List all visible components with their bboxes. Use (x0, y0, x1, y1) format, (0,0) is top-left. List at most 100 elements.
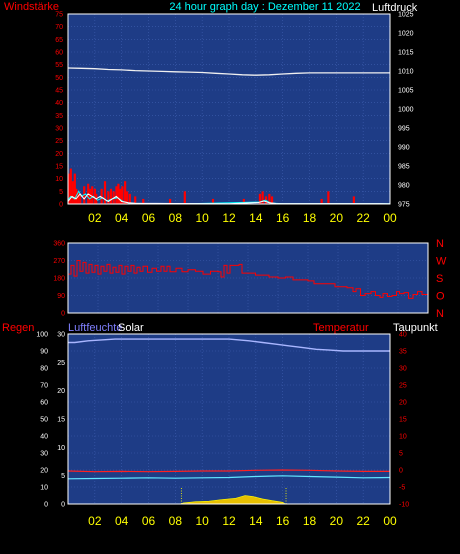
gust-bar (327, 191, 330, 204)
solar-y-tick: 5 (61, 473, 65, 480)
gust-bar (73, 173, 76, 204)
wind-x-tick: 02 (88, 211, 102, 225)
wind-y-tick: 65 (55, 37, 63, 44)
direction-y-tick: 90 (57, 293, 65, 300)
climate-x-tick: 10 (195, 514, 209, 528)
wind-y-tick: 75 (55, 12, 63, 19)
pressure-y-tick: 1005 (398, 88, 414, 95)
climate-x-tick: 22 (356, 514, 370, 528)
gust-bar (71, 181, 74, 204)
climate-x-tick: 16 (276, 514, 290, 528)
temperature-axis-title: Temperatur (313, 322, 369, 334)
compass-label: S (436, 273, 443, 285)
gust-bar (68, 173, 71, 204)
rain-y-tick: 80 (40, 366, 48, 373)
solar-y-tick: 0 (61, 502, 65, 509)
temperature-line (67, 469, 390, 473)
gust-bar (211, 198, 215, 204)
gust-bar (126, 191, 129, 204)
wind-x-tick: 20 (330, 211, 344, 225)
gust-bar (103, 181, 107, 204)
temperature-y-tick: 0 (399, 468, 403, 475)
gust-bar (352, 196, 355, 204)
wind-x-tick: 16 (276, 211, 290, 225)
solar-y-tick: 15 (57, 417, 65, 424)
gust-bar (119, 188, 122, 204)
solar-y-tick: 25 (57, 360, 65, 367)
gust-bar (242, 198, 245, 204)
climate-x-tick: 00 (383, 514, 397, 528)
compass-label: O (436, 291, 445, 303)
wind-x-tick: 22 (356, 211, 370, 225)
wind-x-tick: 10 (195, 211, 209, 225)
gust-bar (89, 188, 92, 204)
direction-y-tick: 0 (61, 311, 65, 318)
wind-border (67, 13, 391, 205)
wind-y-tick: 45 (55, 88, 63, 95)
rain-y-tick: 30 (40, 451, 48, 458)
wind-y-tick: 25 (55, 138, 63, 145)
gust-bar (270, 196, 274, 204)
wind-x-tick: 12 (222, 211, 236, 225)
wind-y-tick: 0 (59, 202, 63, 209)
gust-bar (91, 186, 94, 204)
climate-x-tick: 06 (142, 514, 156, 528)
gust-bar (77, 191, 80, 204)
rain-y-tick: 50 (40, 417, 48, 424)
gust-bar (183, 191, 186, 204)
temperature-y-tick: -5 (399, 485, 405, 492)
rain-y-tick: 90 (40, 349, 48, 356)
wind-y-tick: 30 (55, 126, 63, 133)
gust-bar (109, 188, 113, 204)
pressure-y-tick: 1020 (398, 31, 414, 38)
temperature-y-tick: 30 (399, 366, 407, 373)
wind-y-tick: 50 (55, 75, 63, 82)
wind-x-tick: 06 (142, 211, 156, 225)
wind-average-line (67, 193, 391, 205)
humidity-line (68, 338, 390, 352)
wind-x-tick: 04 (115, 211, 129, 225)
gust-bar (117, 183, 120, 204)
wind-y-tick: 20 (55, 151, 63, 158)
solar-y-tick: 30 (57, 332, 65, 339)
temperature-y-tick: 40 (399, 332, 407, 339)
gust-bar (128, 193, 131, 204)
temperature-y-tick: 20 (399, 400, 407, 407)
humidity-axis-title: Luftfeuchte (68, 322, 122, 334)
wind-plot-area (68, 14, 390, 204)
pressure-y-tick: 995 (398, 126, 410, 133)
gust-bar (261, 191, 264, 204)
temperature-y-tick: 35 (399, 349, 407, 356)
pressure-y-tick: 975 (398, 202, 410, 209)
wind-pressure-panel: 0510152025303540455055606570759759809859… (55, 12, 413, 226)
compass-label: N (436, 238, 444, 250)
gust-bar (107, 191, 110, 204)
direction-y-tick: 270 (53, 258, 65, 265)
wind-y-tick: 40 (55, 100, 63, 107)
pressure-line (67, 67, 390, 76)
temperature-y-tick: 15 (399, 417, 407, 424)
direction-y-tick: 360 (53, 241, 65, 248)
wind-y-tick: 55 (55, 62, 63, 69)
pressure-y-tick: 1000 (398, 107, 414, 114)
compass-label: N (436, 308, 444, 320)
wind-y-tick: 5 (59, 189, 63, 196)
chart-title: 24 hour graph day : Dezember 11 2022 (169, 1, 360, 13)
rain-y-tick: 70 (40, 383, 48, 390)
wind-y-tick: 15 (55, 164, 63, 171)
gust-bar (142, 198, 145, 204)
climate-x-tick: 12 (222, 514, 236, 528)
wind-y-tick: 10 (55, 176, 63, 183)
temperature-y-tick: -10 (399, 502, 409, 509)
gust-bar (93, 188, 97, 204)
gust-bar (115, 186, 118, 204)
temperature-y-tick: 10 (399, 434, 407, 441)
pressure-y-tick: 985 (398, 164, 410, 171)
wind-x-tick: 18 (303, 211, 317, 225)
rain-y-tick: 0 (44, 502, 48, 509)
pressure-axis-title: Luftdruck (372, 2, 418, 14)
gust-bar (134, 196, 137, 204)
solar-axis-title: Solar (118, 322, 144, 334)
